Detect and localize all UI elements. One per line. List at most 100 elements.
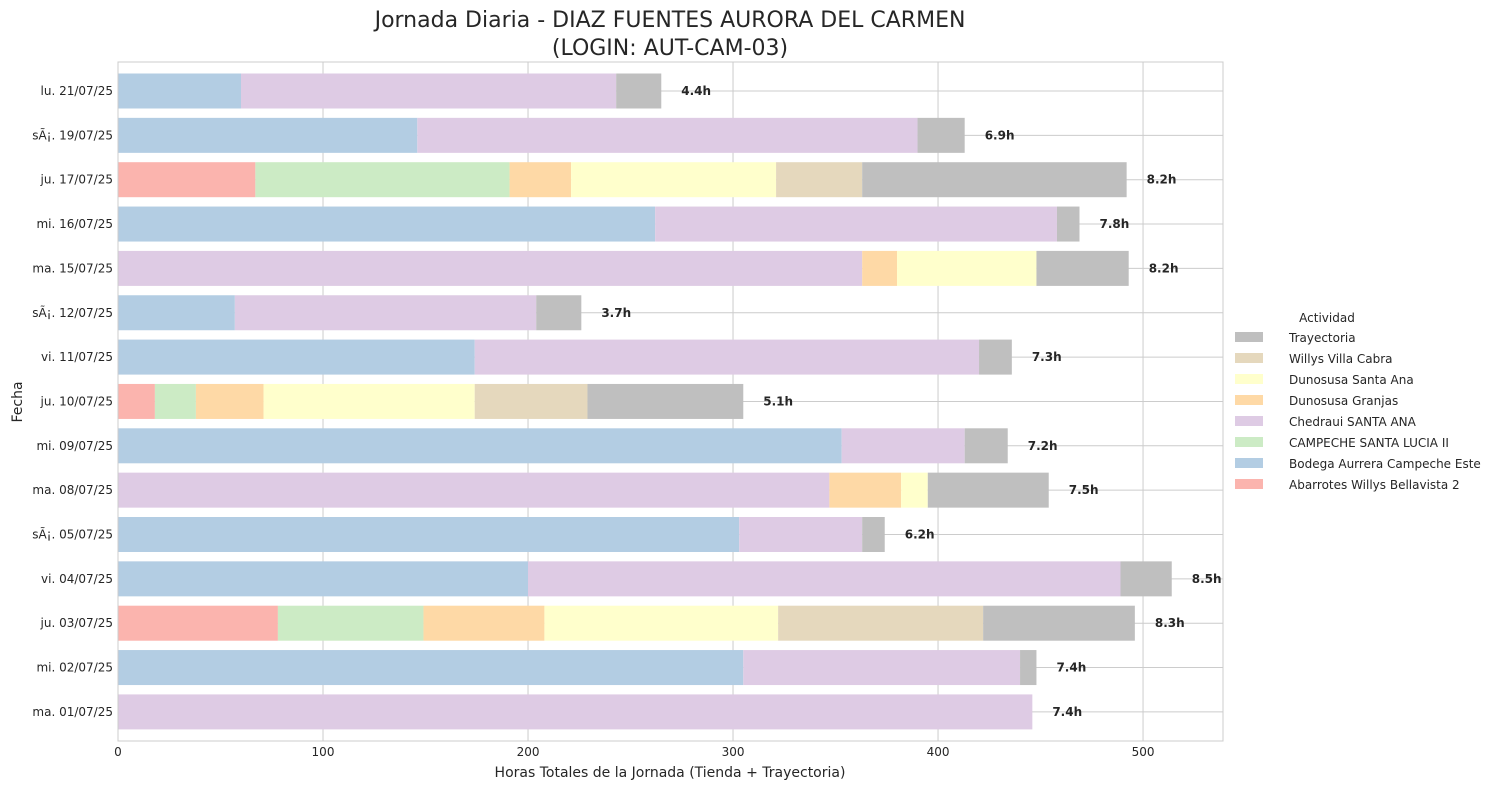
bar-segment xyxy=(778,605,984,641)
bar-total-label: 4.4h xyxy=(681,84,711,98)
data-labels: 4.4h 6.9h 8.2h 7.8h 8.2h 3.7h 7.3h 5.1h 7.2h 7.5h… xyxy=(601,84,1221,719)
bar-segment xyxy=(118,339,475,375)
bar-segment xyxy=(743,650,1021,686)
legend-swatch xyxy=(1235,374,1263,384)
bar-segment xyxy=(118,383,155,419)
legend-swatch xyxy=(1235,479,1263,489)
legend-swatch xyxy=(1235,437,1263,447)
bar-segment xyxy=(118,694,1033,730)
bar-segment xyxy=(536,295,582,331)
x-tick-label: 200 xyxy=(517,745,540,759)
bar-segment xyxy=(118,650,744,686)
bar-segment xyxy=(862,162,1127,198)
bar-total-label: 7.3h xyxy=(1032,350,1062,364)
y-tick-label: vi. 11/07/25 xyxy=(41,350,113,364)
y-tick-label: ju. 17/07/25 xyxy=(40,173,113,187)
bar-segment xyxy=(901,472,928,508)
legend-swatch xyxy=(1235,353,1263,363)
bar-segment xyxy=(118,428,842,464)
bar-total-label: 7.2h xyxy=(1028,439,1058,453)
bar-segment xyxy=(118,117,418,153)
bar-segment xyxy=(118,472,830,508)
bar-segment xyxy=(241,73,617,109)
plot-frame xyxy=(117,61,1224,742)
bar-total-label: 7.4h xyxy=(1052,705,1082,719)
bar-total-label: 6.2h xyxy=(905,528,935,542)
y-axis-label: Fecha xyxy=(10,381,26,422)
legend-entry: CAMPECHE SANTA LUCIA II xyxy=(1289,436,1449,450)
x-axis-label: Horas Totales de la Jornada (Tienda + Tr… xyxy=(495,765,846,781)
bar-segment xyxy=(1036,250,1129,286)
bar-segment xyxy=(776,162,863,198)
legend-title: Actividad xyxy=(1299,311,1355,325)
bar-segment xyxy=(195,383,264,419)
y-tick-label: mi. 09/07/25 xyxy=(36,439,113,453)
bar-total-label: 8.5h xyxy=(1192,572,1222,586)
chart-title-line1: Jornada Diaria - DIAZ FUENTES AURORA DEL… xyxy=(373,8,966,33)
bar-segment xyxy=(655,206,1057,242)
bar-segment xyxy=(118,250,863,286)
legend-swatch xyxy=(1235,416,1263,426)
legend-entry: Abarrotes Willys Bellavista 2 xyxy=(1289,478,1460,492)
y-tick-label: mi. 02/07/25 xyxy=(36,661,113,675)
x-tick-label: 400 xyxy=(927,745,950,759)
legend: Actividad Trayectoria Willys Villa Cabra D… xyxy=(1235,311,1481,492)
y-tick-label: ma. 01/07/25 xyxy=(32,705,113,719)
y-tick-label: ju. 03/07/25 xyxy=(40,616,113,630)
bar-segment xyxy=(423,605,545,641)
legend-entry: Willys Villa Cabra xyxy=(1289,352,1393,366)
legend-entry: Chedraui SANTA ANA xyxy=(1289,415,1417,429)
bar-total-label: 7.4h xyxy=(1056,661,1086,675)
bar-segment xyxy=(739,517,863,552)
y-tick-label: sÃ¡. 12/07/25 xyxy=(32,305,113,320)
bar-segment xyxy=(118,605,278,641)
bar-segment xyxy=(474,339,980,375)
legend-entry: Dunosusa Granjas xyxy=(1289,394,1398,408)
bar-segment xyxy=(616,73,662,109)
x-ticks: 0 100 200 300 400 500 xyxy=(114,745,1154,759)
bar-segment xyxy=(897,250,1037,286)
bar-segment xyxy=(277,605,424,641)
bar-segment xyxy=(474,383,588,419)
bar-segment xyxy=(255,162,510,198)
bar-total-label: 7.8h xyxy=(1099,217,1129,231)
bar-segment xyxy=(544,605,779,641)
y-tick-label: ma. 08/07/25 xyxy=(32,483,113,497)
bar-total-label: 8.2h xyxy=(1147,173,1177,187)
y-tick-label: ma. 15/07/25 xyxy=(32,261,113,275)
bar-segment xyxy=(587,383,744,419)
bar-segment xyxy=(118,162,256,198)
bar-segment xyxy=(862,517,885,552)
bar-total-label: 6.9h xyxy=(985,128,1015,142)
y-tick-label: ju. 10/07/25 xyxy=(40,394,113,408)
bar-segment xyxy=(964,428,1008,464)
legend-swatch xyxy=(1235,395,1263,405)
chart-title-line2: (LOGIN: AUT-CAM-03) xyxy=(552,36,788,61)
bar-segment xyxy=(528,561,1121,597)
y-tick-label: sÃ¡. 05/07/25 xyxy=(32,527,113,542)
bar-segment xyxy=(571,162,777,198)
bar-total-label: 5.1h xyxy=(763,394,793,408)
bar-segment xyxy=(927,472,1049,508)
x-tick-label: 0 xyxy=(114,745,122,759)
bar-segment xyxy=(118,206,656,242)
y-tick-label: mi. 16/07/25 xyxy=(36,217,113,231)
bar-total-label: 8.2h xyxy=(1149,261,1179,275)
bar-segment xyxy=(118,517,740,552)
bar-segment xyxy=(263,383,475,419)
legend-swatch xyxy=(1235,332,1263,342)
bar-segment xyxy=(829,472,902,508)
bar-segment xyxy=(417,117,918,153)
bar-total-label: 3.7h xyxy=(601,306,631,320)
bar-segment xyxy=(1120,561,1172,597)
y-tick-label: sÃ¡. 19/07/25 xyxy=(32,127,113,142)
bar-segment xyxy=(1020,650,1037,686)
x-tick-label: 300 xyxy=(722,745,745,759)
bar-segment xyxy=(862,250,898,286)
bar-segment xyxy=(917,117,965,153)
bar-segment xyxy=(118,295,235,331)
bar-segment xyxy=(841,428,965,464)
bar-segment xyxy=(983,605,1135,641)
x-tick-label: 100 xyxy=(312,745,335,759)
